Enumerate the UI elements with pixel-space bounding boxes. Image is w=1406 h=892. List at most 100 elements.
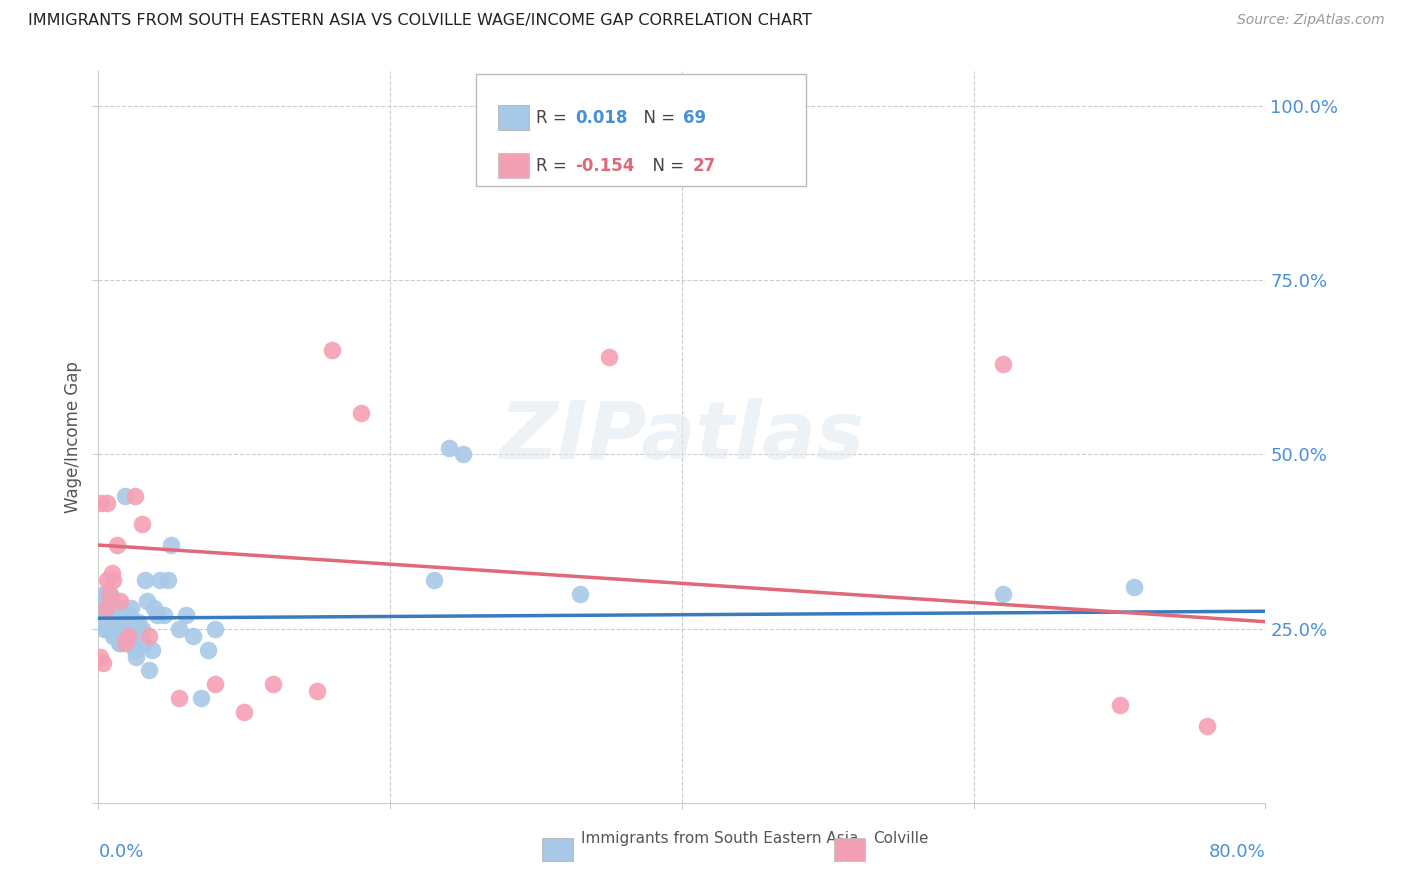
Text: Colville: Colville xyxy=(873,831,928,846)
Point xyxy=(105,538,128,552)
Point xyxy=(89,649,111,664)
Point xyxy=(90,496,112,510)
Point xyxy=(124,622,146,636)
Point xyxy=(190,691,212,706)
Point xyxy=(1108,698,1130,713)
Point xyxy=(94,600,117,615)
Point xyxy=(118,615,141,629)
Point xyxy=(117,629,139,643)
Point xyxy=(94,587,117,601)
Point xyxy=(93,587,115,601)
Point xyxy=(134,573,156,587)
Point xyxy=(120,600,142,615)
Point xyxy=(127,615,149,629)
Point xyxy=(91,657,114,671)
Point xyxy=(124,642,146,657)
Text: Source: ZipAtlas.com: Source: ZipAtlas.com xyxy=(1237,13,1385,28)
Point xyxy=(97,587,120,601)
Point xyxy=(451,448,474,462)
Text: 27: 27 xyxy=(693,157,716,175)
Text: -0.154: -0.154 xyxy=(575,157,634,175)
Point xyxy=(110,635,132,649)
Point xyxy=(93,622,115,636)
Point xyxy=(321,343,343,357)
Point xyxy=(91,607,114,622)
Point xyxy=(111,622,134,636)
Point xyxy=(149,573,172,587)
Point xyxy=(122,615,145,629)
Point xyxy=(991,357,1014,371)
Point xyxy=(114,489,136,503)
Point xyxy=(101,600,124,615)
Point xyxy=(131,517,153,532)
Text: 80.0%: 80.0% xyxy=(1209,843,1265,861)
Point xyxy=(153,607,176,622)
Text: R =: R = xyxy=(536,109,572,127)
Text: 0.0%: 0.0% xyxy=(98,843,143,861)
Point xyxy=(167,691,190,706)
Point xyxy=(101,573,124,587)
Point xyxy=(157,573,180,587)
Point xyxy=(138,629,160,643)
Point xyxy=(350,406,373,420)
Point xyxy=(96,615,118,629)
Point xyxy=(167,622,190,636)
Point xyxy=(105,615,128,629)
Point xyxy=(96,496,118,510)
Point xyxy=(991,587,1014,601)
Point xyxy=(117,607,139,622)
Point xyxy=(204,677,226,691)
Point xyxy=(132,635,155,649)
Text: ZIPatlas: ZIPatlas xyxy=(499,398,865,476)
Point xyxy=(90,607,112,622)
Point xyxy=(100,607,122,622)
Point xyxy=(115,615,138,629)
Point xyxy=(101,629,124,643)
Text: N =: N = xyxy=(643,157,690,175)
Point xyxy=(100,566,122,580)
Point xyxy=(111,607,134,622)
Text: Immigrants from South Eastern Asia: Immigrants from South Eastern Asia xyxy=(581,831,859,846)
Point xyxy=(423,573,446,587)
Point xyxy=(135,594,157,608)
Point xyxy=(124,489,146,503)
Text: R =: R = xyxy=(536,157,572,175)
Point xyxy=(91,600,114,615)
Point xyxy=(97,622,120,636)
Point xyxy=(94,622,117,636)
Point xyxy=(128,622,150,636)
Point xyxy=(197,642,219,657)
Point xyxy=(110,594,132,608)
Point xyxy=(598,350,620,364)
Point xyxy=(125,649,148,664)
Point xyxy=(146,607,169,622)
Point xyxy=(105,629,128,643)
Point xyxy=(98,587,121,601)
Point xyxy=(96,600,118,615)
Point xyxy=(160,538,183,552)
Point xyxy=(110,600,132,615)
Point xyxy=(114,635,136,649)
Point xyxy=(104,615,127,629)
Point xyxy=(138,664,160,678)
Point xyxy=(100,594,122,608)
Point xyxy=(131,622,153,636)
Text: N =: N = xyxy=(633,109,681,127)
Point xyxy=(108,635,131,649)
Point xyxy=(1195,719,1218,733)
Point xyxy=(204,622,226,636)
Point xyxy=(98,600,121,615)
Point xyxy=(104,629,127,643)
Point xyxy=(96,573,118,587)
Point xyxy=(437,441,460,455)
Text: IMMIGRANTS FROM SOUTH EASTERN ASIA VS COLVILLE WAGE/INCOME GAP CORRELATION CHART: IMMIGRANTS FROM SOUTH EASTERN ASIA VS CO… xyxy=(28,13,813,29)
Point xyxy=(101,615,124,629)
Point xyxy=(94,607,117,622)
Point xyxy=(90,615,112,629)
Point xyxy=(141,642,163,657)
Point xyxy=(103,622,125,636)
Point xyxy=(121,635,143,649)
Y-axis label: Wage/Income Gap: Wage/Income Gap xyxy=(63,361,82,513)
Text: 69: 69 xyxy=(683,109,706,127)
Point xyxy=(307,684,329,698)
